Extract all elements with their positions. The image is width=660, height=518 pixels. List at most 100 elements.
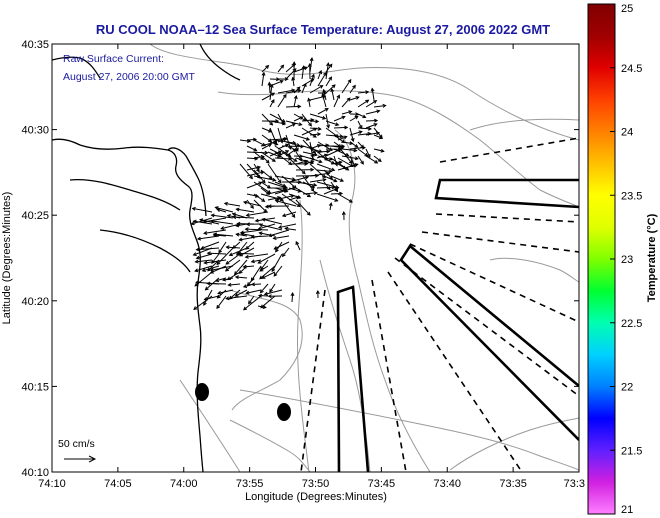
colorbar-tick-label: 25	[621, 3, 633, 15]
current-vector	[257, 253, 276, 264]
current-vector	[309, 177, 327, 183]
current-vector	[295, 240, 301, 251]
current-vector	[224, 259, 241, 272]
current-vector	[309, 57, 314, 73]
current-vector	[301, 65, 306, 80]
current-vector	[267, 163, 282, 184]
current-vector	[341, 155, 359, 161]
current-vector	[235, 207, 255, 213]
current-vector	[234, 289, 248, 297]
bathymetry-contour	[229, 419, 311, 472]
current-vector	[194, 265, 213, 273]
current-vector	[277, 223, 297, 229]
map-panel: Raw Surface Current: August 27, 2006 20:…	[51, 43, 580, 473]
colorbar-tick-label: 22.5	[621, 318, 642, 330]
current-vector	[225, 245, 241, 250]
current-vector	[295, 159, 309, 165]
radial-line	[439, 137, 579, 163]
current-vector	[242, 295, 262, 311]
current-vector	[325, 84, 336, 94]
current-vector	[293, 94, 298, 108]
coastline-inlet	[69, 178, 181, 211]
current-vector	[373, 134, 384, 140]
current-vector	[253, 175, 277, 182]
current-vector	[325, 76, 332, 87]
current-vector	[245, 289, 262, 295]
current-vector	[315, 289, 320, 299]
current-vector	[277, 77, 289, 82]
y-tick-label: 40:25	[21, 210, 49, 222]
current-vector	[248, 295, 255, 305]
current-vector	[309, 132, 322, 137]
current-vector	[330, 175, 345, 182]
beam-outline	[434, 178, 579, 209]
current-vector	[301, 113, 312, 127]
current-vector	[341, 78, 352, 94]
radial-line	[387, 271, 523, 472]
current-vector	[227, 282, 241, 287]
current-vector	[240, 232, 255, 237]
current-vector	[295, 199, 311, 216]
colorbar-tick-label: 22	[621, 382, 633, 394]
current-vector	[295, 187, 312, 198]
x-tick-label: 73:50	[302, 478, 330, 490]
current-vector	[245, 241, 255, 250]
current-vector	[191, 206, 213, 213]
current-vector	[253, 193, 266, 203]
current-vector	[290, 291, 295, 303]
bathymetry-contour	[489, 257, 579, 283]
beam-outlines	[336, 178, 579, 472]
current-vector	[206, 281, 227, 286]
current-vector	[246, 199, 254, 209]
current-vector	[349, 115, 359, 122]
current-vector	[225, 295, 248, 301]
current-vector	[245, 222, 262, 227]
current-vector	[246, 181, 263, 189]
current-vector	[250, 259, 262, 264]
current-vector	[203, 289, 213, 306]
current-vector	[309, 157, 323, 164]
x-tick-label: 73:55	[236, 478, 264, 490]
current-vector	[246, 145, 258, 152]
current-vector	[337, 135, 348, 141]
beam-outline	[399, 244, 579, 441]
current-vector	[253, 154, 265, 159]
current-vector	[285, 104, 302, 109]
current-vector	[365, 155, 379, 164]
current-vector	[330, 191, 344, 196]
current-vector	[365, 148, 371, 159]
radial-line	[300, 289, 326, 472]
current-vector	[253, 169, 266, 184]
current-vector	[373, 103, 387, 108]
colorbar-tick-label: 21	[621, 504, 633, 516]
bathymetry-contour	[229, 289, 303, 411]
current-vector	[288, 145, 298, 152]
x-tick-label: 73:35	[499, 478, 527, 490]
bathymetry-contour	[239, 389, 579, 471]
current-vector	[277, 93, 287, 108]
current-vector	[322, 88, 327, 101]
current-vector	[285, 88, 302, 94]
current-vector	[281, 193, 301, 208]
current-vector	[349, 96, 360, 101]
current-vector	[281, 151, 298, 162]
colorbar-ticks: 25 24.5 24 23.5 23 22.5 22 21.5 21	[610, 3, 642, 516]
current-vector	[316, 153, 329, 159]
bathymetry-contour	[469, 118, 579, 131]
current-vector	[232, 215, 255, 220]
current-vector	[269, 141, 279, 146]
colorbar-tick-label: 23.5	[621, 190, 642, 202]
coastline	[52, 44, 241, 472]
current-vector	[222, 277, 234, 282]
current-vector	[284, 226, 297, 231]
current-vector	[192, 219, 213, 225]
y-tick-label: 40:35	[21, 39, 49, 51]
current-vector	[316, 149, 331, 154]
current-vector	[291, 76, 296, 87]
instrument-marker	[195, 383, 209, 401]
current-vector	[203, 295, 220, 301]
current-vector	[274, 139, 297, 145]
current-vector	[309, 119, 320, 124]
current-vector	[250, 282, 262, 287]
